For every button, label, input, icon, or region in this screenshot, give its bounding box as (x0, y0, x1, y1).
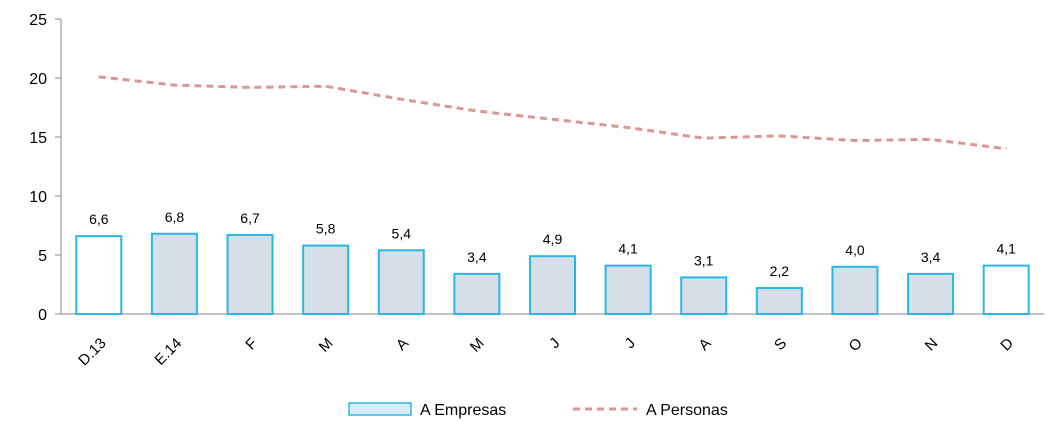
x-tick-label: J (546, 335, 563, 352)
bar (982, 264, 1030, 315)
bars-layer (75, 232, 1030, 316)
bar (907, 272, 955, 316)
x-tick-label: A (695, 335, 714, 354)
line-series-personas (98, 75, 1007, 151)
bar-data-label: 4,1 (618, 241, 638, 257)
bar-data-label: 3,1 (694, 252, 714, 268)
bar-data-label: 4,9 (543, 231, 563, 247)
bar-data-label: 3,4 (921, 249, 941, 265)
legend-label-personas: A Personas (646, 402, 728, 419)
line-point (98, 76, 100, 78)
line-point (854, 140, 856, 142)
x-tick-label: S (771, 335, 790, 354)
line-point (476, 110, 478, 112)
line-point (552, 118, 553, 120)
bar-data-label: 4,0 (845, 242, 865, 258)
line-point (778, 135, 780, 137)
line-point (400, 98, 402, 100)
legend: A Empresas A Personas (348, 402, 728, 419)
line-point (930, 138, 932, 140)
line-layer (98, 75, 1007, 151)
y-tick-label: 5 (38, 248, 47, 265)
bar (150, 232, 198, 315)
line-point (627, 127, 629, 129)
y-tick-label: 10 (29, 189, 47, 206)
line-point (325, 85, 327, 87)
bar (75, 235, 123, 315)
bar (377, 249, 425, 315)
x-tick-label: D (997, 335, 1017, 355)
x-tick-label: F (242, 335, 261, 354)
bar-data-label: 5,4 (392, 225, 412, 241)
x-tick-label: O (846, 335, 866, 355)
y-tick-label: 0 (38, 307, 47, 324)
line-point (1005, 148, 1007, 150)
bar-data-label: 2,2 (770, 263, 790, 279)
y-tick-label: 15 (29, 130, 47, 147)
line-point (173, 84, 175, 86)
bar (604, 264, 652, 315)
bar (302, 244, 350, 315)
x-tick-label: D.13 (75, 335, 109, 369)
bar (453, 272, 501, 316)
bar-data-label: 6,6 (89, 211, 109, 227)
x-tick-label: N (922, 335, 942, 355)
bar-data-label: 5,8 (316, 221, 336, 237)
bar (529, 255, 576, 315)
bar-data-label: 4,1 (996, 241, 1016, 257)
legend-swatch-empresas (348, 402, 412, 416)
legend-label-empresas: A Empresas (420, 402, 506, 419)
bar-data-label: 3,4 (467, 249, 487, 265)
x-tick-label: M (316, 335, 337, 356)
bar (755, 287, 803, 316)
bar-data-label: 6,8 (165, 209, 185, 225)
x-tick-label: A (393, 335, 412, 354)
bar (226, 233, 274, 315)
x-tick-label: J (622, 335, 639, 352)
x-tick-label: M (467, 335, 488, 356)
y-tick-label: 20 (29, 71, 47, 88)
bar (680, 276, 728, 316)
line-point (249, 86, 251, 88)
bar (831, 265, 879, 315)
x-tick-label: E.14 (151, 335, 185, 369)
line-point (703, 137, 705, 139)
bar-data-label: 6,7 (240, 210, 260, 226)
y-tick-label: 25 (29, 12, 47, 29)
